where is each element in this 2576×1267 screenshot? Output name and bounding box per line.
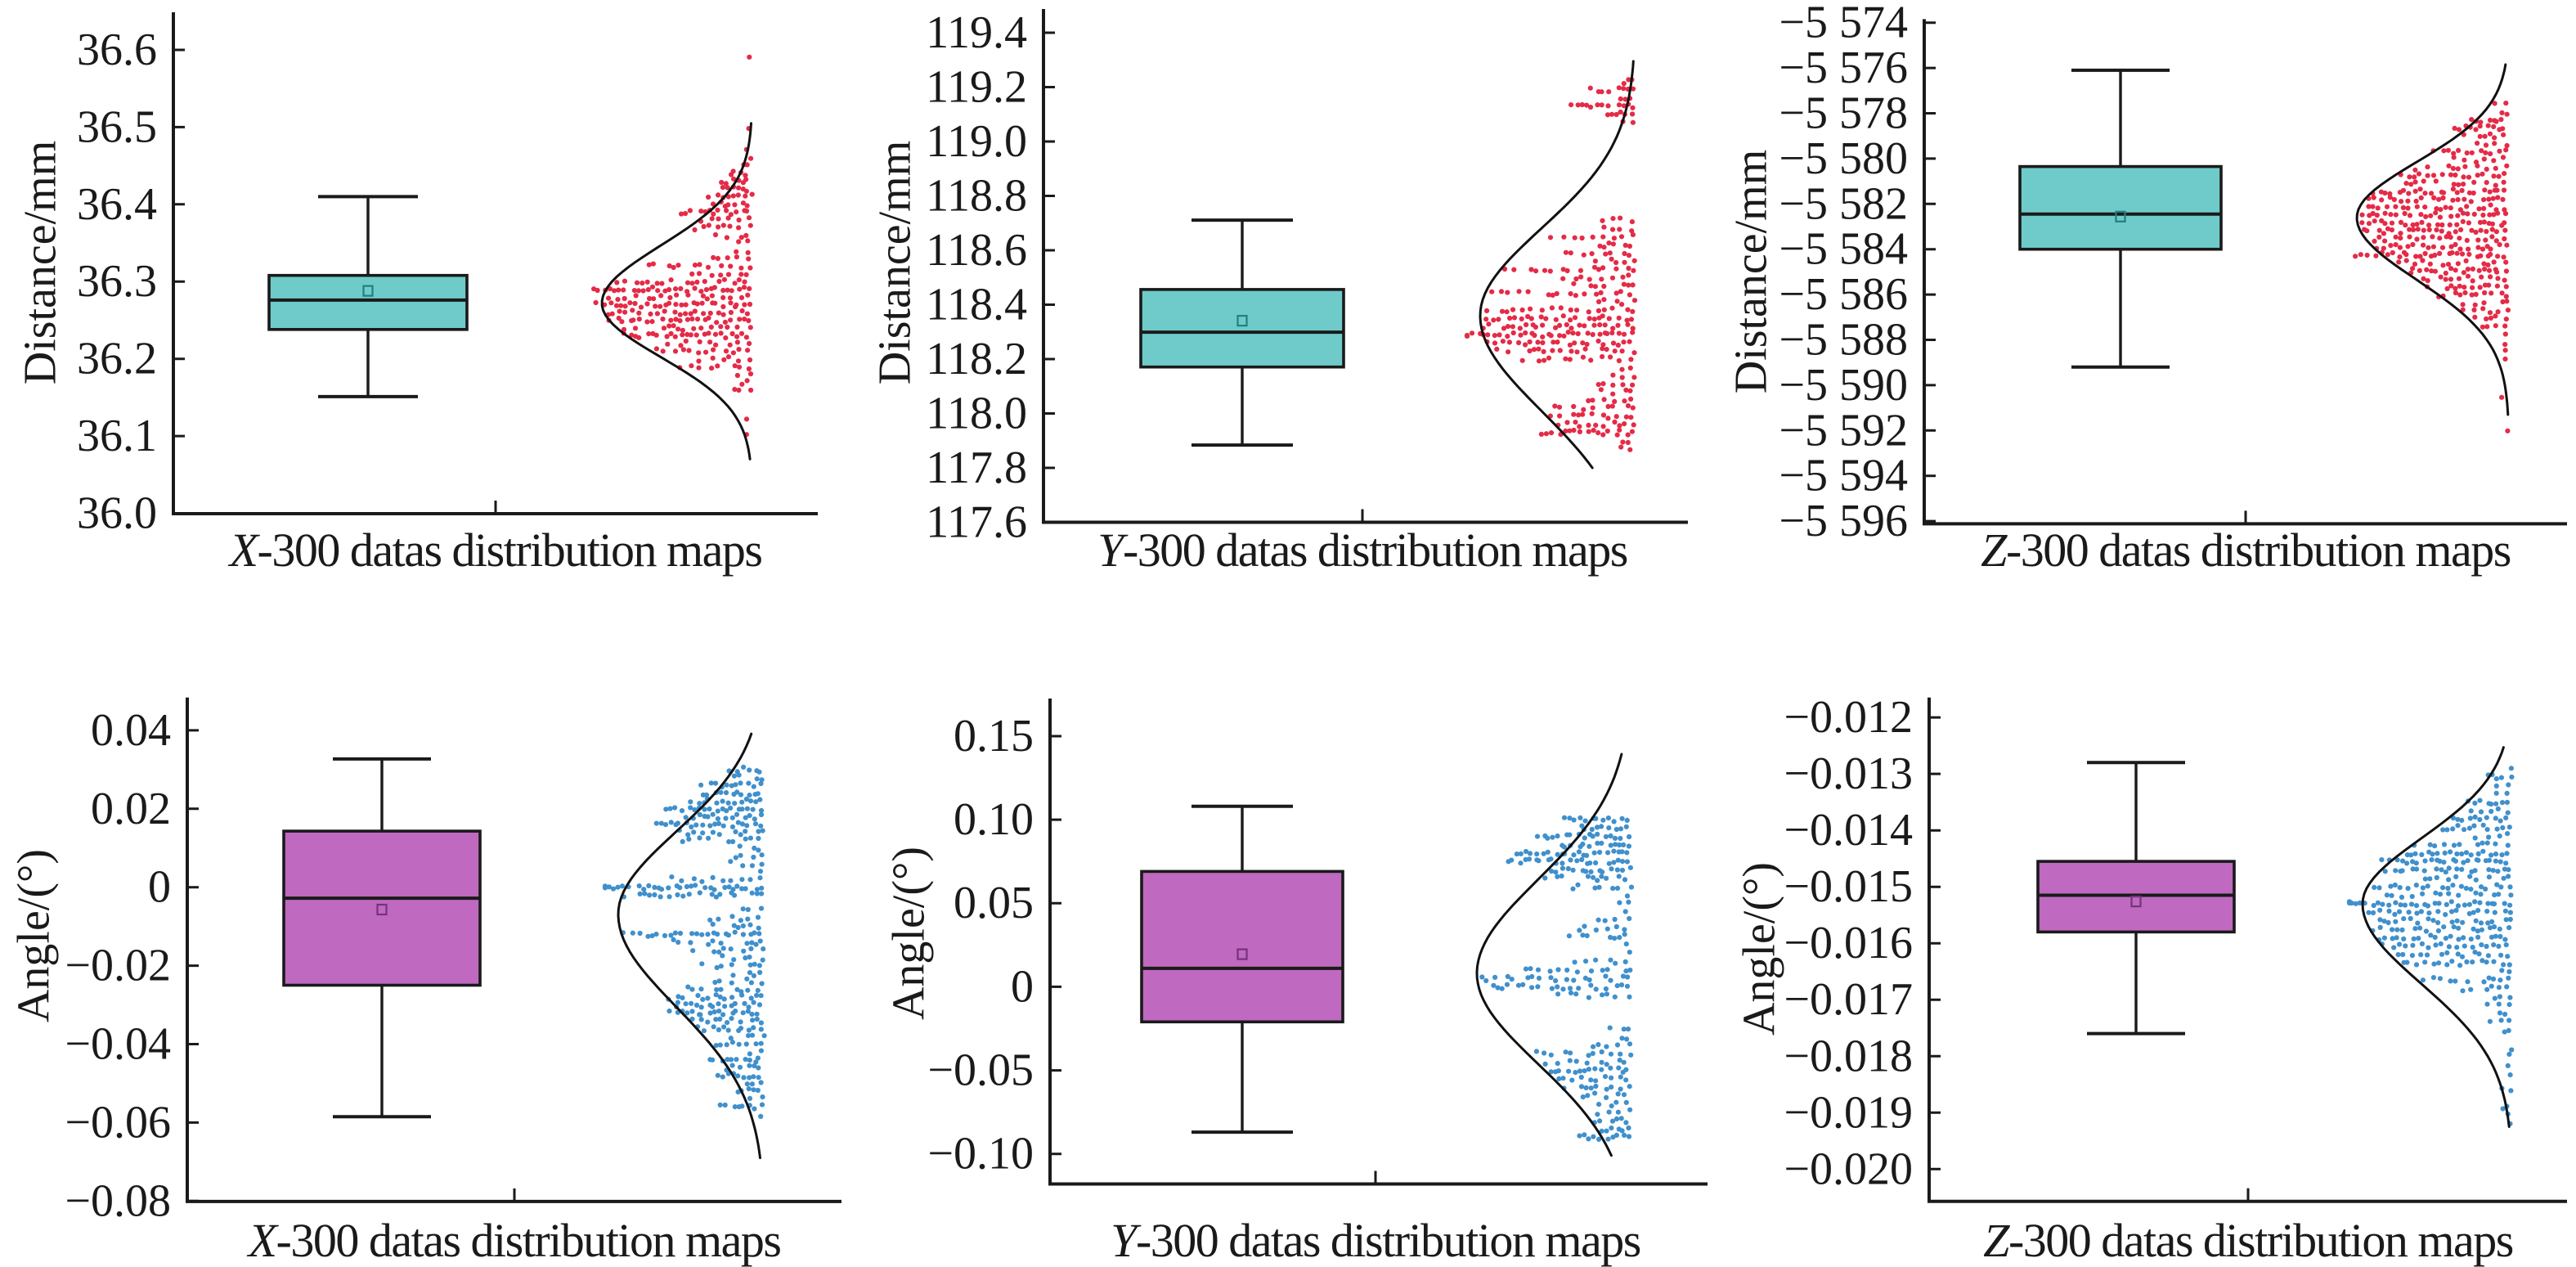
svg-text:Y-300 datas distribution maps: Y-300 datas distribution maps: [1097, 523, 1627, 577]
svg-text:−5 588: −5 588: [1779, 315, 1908, 366]
svg-text:119.2: 119.2: [926, 62, 1027, 113]
svg-text:0: 0: [1011, 961, 1034, 1012]
svg-text:36.4: 36.4: [77, 179, 157, 230]
svg-text:0.02: 0.02: [91, 784, 171, 834]
svg-text:118.0: 118.0: [926, 389, 1027, 439]
svg-text:−5 586: −5 586: [1779, 269, 1908, 320]
svg-text:−0.04: −0.04: [65, 1019, 171, 1070]
svg-text:X-300 datas distribution maps: X-300 datas distribution maps: [228, 523, 762, 577]
svg-text:−0.10: −0.10: [927, 1129, 1034, 1179]
svg-text:119.4: 119.4: [926, 7, 1027, 58]
svg-text:36.5: 36.5: [77, 101, 157, 152]
svg-text:−5 596: −5 596: [1779, 496, 1908, 546]
svg-text:−0.02: −0.02: [65, 941, 171, 991]
svg-text:−5 582: −5 582: [1779, 178, 1908, 229]
svg-text:−0.016: −0.016: [1784, 918, 1913, 968]
svg-text:119.0: 119.0: [926, 116, 1027, 167]
svg-text:0.15: 0.15: [954, 711, 1034, 762]
svg-text:−0.012: −0.012: [1784, 692, 1913, 743]
svg-text:Angle/(°): Angle/(°): [1735, 862, 1785, 1036]
svg-text:117.6: 117.6: [926, 497, 1027, 548]
svg-text:−5 574: −5 574: [1779, 0, 1908, 48]
svg-text:−5 580: −5 580: [1779, 133, 1908, 184]
svg-text:36.0: 36.0: [77, 488, 157, 539]
svg-text:0.10: 0.10: [954, 794, 1034, 845]
svg-text:36.3: 36.3: [77, 256, 157, 307]
svg-text:36.6: 36.6: [77, 25, 157, 75]
svg-text:118.6: 118.6: [926, 225, 1027, 276]
svg-text:−5 578: −5 578: [1779, 88, 1908, 139]
svg-text:−5 594: −5 594: [1779, 451, 1908, 501]
svg-text:−5 590: −5 590: [1779, 360, 1908, 411]
svg-text:117.8: 117.8: [926, 443, 1027, 493]
svg-text:Angle/(°): Angle/(°): [884, 847, 935, 1020]
svg-text:Z-300 datas distribution maps: Z-300 datas distribution maps: [1983, 1214, 2513, 1267]
svg-text:−5 584: −5 584: [1779, 224, 1908, 275]
svg-text:−5 576: −5 576: [1779, 43, 1908, 93]
svg-text:−0.018: −0.018: [1784, 1031, 1913, 1081]
svg-text:36.2: 36.2: [77, 334, 157, 384]
svg-text:Distance/mm: Distance/mm: [870, 141, 921, 385]
svg-text:−5 592: −5 592: [1779, 405, 1908, 456]
svg-text:118.8: 118.8: [926, 171, 1027, 222]
svg-text:118.2: 118.2: [926, 334, 1027, 384]
svg-text:−0.014: −0.014: [1784, 805, 1913, 856]
svg-text:−0.013: −0.013: [1784, 748, 1913, 799]
svg-text:Distance/mm: Distance/mm: [16, 141, 66, 385]
svg-text:Angle/(°): Angle/(°): [9, 849, 60, 1022]
svg-text:−0.06: −0.06: [65, 1097, 171, 1148]
svg-text:0.05: 0.05: [954, 878, 1034, 928]
svg-text:Y-300 datas distribution maps: Y-300 datas distribution maps: [1111, 1214, 1640, 1267]
svg-text:Distance/mm: Distance/mm: [1726, 150, 1777, 394]
svg-text:Z-300 datas distribution maps: Z-300 datas distribution maps: [1981, 523, 2511, 577]
svg-text:−0.020: −0.020: [1784, 1143, 1913, 1194]
svg-text:−0.015: −0.015: [1784, 861, 1913, 912]
svg-text:36.1: 36.1: [77, 411, 157, 461]
svg-text:−0.017: −0.017: [1784, 974, 1913, 1025]
svg-text:−0.05: −0.05: [927, 1045, 1034, 1096]
svg-text:X-300 datas distribution maps: X-300 datas distribution maps: [247, 1214, 781, 1267]
svg-text:118.4: 118.4: [926, 280, 1027, 330]
svg-text:0: 0: [148, 862, 171, 913]
svg-text:−0.019: −0.019: [1784, 1087, 1913, 1138]
svg-text:0.04: 0.04: [91, 705, 171, 756]
svg-text:−0.08: −0.08: [65, 1175, 171, 1226]
